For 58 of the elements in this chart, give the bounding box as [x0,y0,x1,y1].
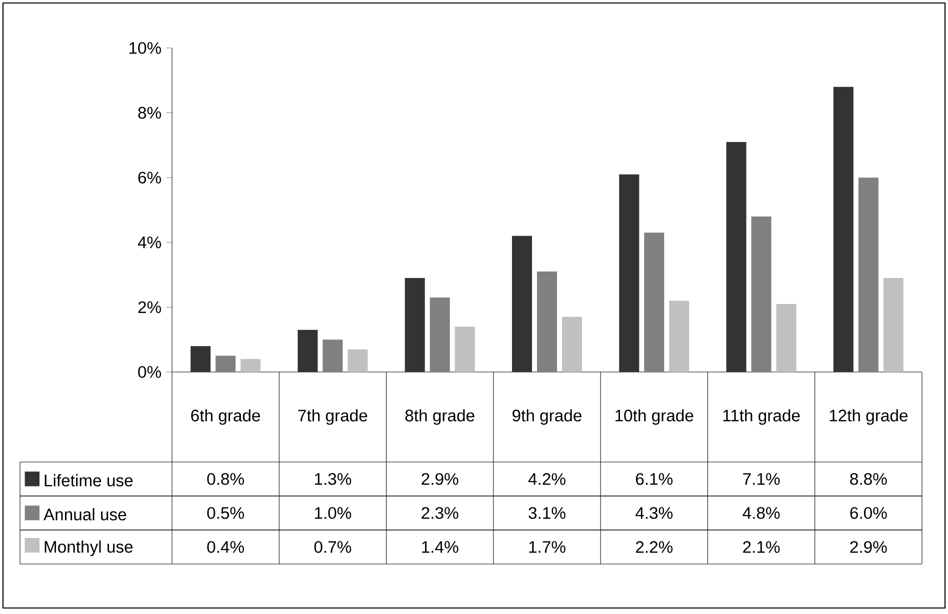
x-tick-label: 6th grade [191,409,260,425]
bar [216,356,236,372]
y-tick-label: 10% [130,42,161,54]
bar [430,297,450,372]
y-tick-label: 6% [138,172,161,184]
bar [454,326,475,372]
bar [562,316,582,372]
bar [644,232,664,372]
data-label: 2.2% [636,541,673,553]
data-label: 0.7% [314,541,352,553]
data-label: 7.1% [743,473,780,485]
data-label: 8.8% [850,473,887,485]
data-label: 3.1% [528,507,566,519]
y-tick-label: 0% [138,366,161,378]
data-label: 4.2% [528,473,566,485]
data-label: 1.7% [529,541,566,553]
data-label: 2.9% [422,473,458,485]
data-label: 6.1% [636,473,673,485]
x-tick-label: 11th grade [723,409,800,425]
y-tick-label: 8% [138,106,161,119]
y-tick-label: 2% [138,301,161,314]
data-label: 6.0% [850,507,887,519]
bar [240,359,261,372]
bar [751,216,772,372]
bar [512,236,532,372]
legend-label: Annual use [44,508,126,520]
x-tick-label: 9th grade [512,409,582,425]
bar [726,142,746,372]
data-label: 1.3% [314,473,352,485]
bar [537,272,557,372]
x-tick-label: 12th grade [830,409,908,425]
bar [298,330,318,372]
bar [190,346,211,372]
data-label: 2.9% [850,541,887,553]
bar [858,178,878,372]
bar [833,86,854,372]
data-label: 0.5% [207,507,244,519]
x-tick-label: 10th grade [616,409,694,425]
bar [776,304,796,372]
data-label: 0.4% [207,541,244,553]
bar [883,278,904,372]
data-label: 4.3% [636,507,673,519]
data-label: 4.8% [742,507,780,519]
legend-label: Monthyl use [44,540,133,556]
bar [322,340,343,372]
data-label: 1.4% [422,541,458,553]
bar [669,300,690,372]
bar [348,349,368,372]
data-label: 2.3% [422,507,458,519]
data-label: 1.0% [314,507,352,519]
x-tick-label: 7th grade [298,409,368,425]
legend-label: Lifetime use [44,474,133,486]
bar [404,278,425,372]
data-label: 2.1% [743,541,780,553]
y-tick-label: 4% [138,236,161,248]
x-tick-label: 8th grade [405,409,474,425]
bar [619,174,640,372]
data-label: 0.8% [207,473,244,485]
